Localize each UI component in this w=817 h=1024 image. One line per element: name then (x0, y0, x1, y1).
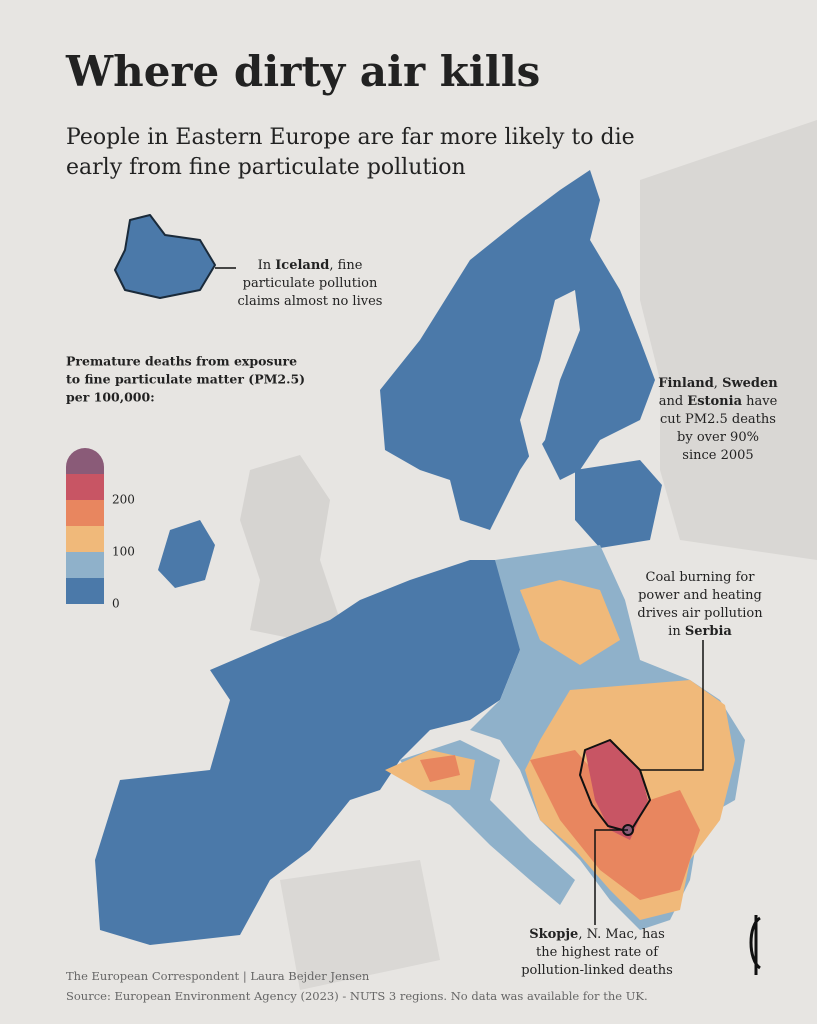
baltic-states (575, 460, 662, 548)
annotation-run: since 2005 (682, 448, 753, 463)
annotation-run: Serbia (685, 624, 733, 639)
annotation-run: , N. Mac, has (578, 927, 664, 942)
legend-swatch (66, 448, 104, 474)
annotation-run: and (659, 394, 688, 409)
annotation-run: have (742, 394, 778, 409)
annotation-run: Skopje (529, 927, 578, 942)
annotation-line: Coal burning for (646, 570, 756, 585)
annotation-line: in Serbia (668, 624, 732, 639)
annotation-run: power and heating (638, 588, 762, 603)
legend-swatch (66, 526, 104, 552)
legend-tick-label: 0 (112, 597, 120, 611)
legend-title: per 100,000: (66, 390, 155, 405)
annotation-line: particulate pollution (243, 276, 378, 291)
annotation-line: In Iceland, fine (258, 258, 363, 273)
po-valley-core (420, 755, 460, 782)
uk (240, 455, 340, 640)
annotation-run: Iceland (275, 258, 329, 273)
annotation-line: power and heating (638, 588, 762, 603)
annotation-line: drives air pollution (637, 606, 763, 621)
annotation-line: Finland, Sweden (658, 376, 778, 391)
annotation-line: the highest rate of (536, 945, 659, 960)
poland-hotspots (520, 580, 620, 665)
legend-tick-label: 200 (112, 493, 135, 507)
scandinavia (380, 170, 655, 530)
annotation-run: the highest rate of (536, 945, 659, 960)
leader-lines (215, 267, 704, 925)
legend-title: to fine particulate matter (PM2.5) (66, 372, 305, 387)
annotation-line: and Estonia have (659, 394, 778, 409)
annotation-run: Finland (658, 376, 714, 391)
legend-tick-label: 100 (112, 545, 135, 559)
annotation-run: Sweden (722, 376, 778, 391)
legend-swatch (66, 552, 104, 578)
annotation-run: drives air pollution (637, 606, 763, 621)
ireland (158, 520, 215, 588)
legend-swatch (66, 500, 104, 526)
annotation-run: in (668, 624, 685, 639)
subtitle: People in Eastern Europe are far more li… (66, 125, 635, 150)
western-europe (95, 560, 520, 945)
annotation-run: claims almost no lives (238, 294, 383, 309)
africa (280, 860, 440, 990)
legend-title: Premature deaths from exposure (66, 354, 297, 369)
footer: Source: European Environment Agency (202… (66, 989, 648, 1003)
annotation-line: claims almost no lives (238, 294, 383, 309)
serbia-fill (585, 740, 648, 840)
annotation-run: cut PM2.5 deaths (660, 412, 776, 427)
iceland (114, 214, 216, 299)
annotation-line: Skopje, N. Mac, has (529, 927, 665, 942)
annotation-line: by over 90% (677, 430, 759, 445)
subtitle: early from fine particulate pollution (66, 155, 466, 180)
legend-swatch (66, 474, 104, 500)
annotation-run: , (714, 376, 722, 391)
annotation-run: Coal burning for (646, 570, 756, 585)
annotation-line: since 2005 (682, 448, 753, 463)
annotation-line: pollution-linked deaths (521, 963, 673, 978)
map (95, 120, 817, 990)
annotation-line: cut PM2.5 deaths (660, 412, 776, 427)
logo (749, 915, 762, 975)
annotation-run: Estonia (687, 394, 742, 409)
legend-swatch (66, 578, 104, 604)
annotation-run: particulate pollution (243, 276, 378, 291)
annotation-run: In (258, 258, 276, 273)
annotation-run: pollution-linked deaths (521, 963, 673, 978)
title: Where dirty air kills (65, 47, 540, 96)
baltic-sea (520, 290, 580, 460)
footer: The European Correspondent | Laura Bejde… (66, 969, 370, 984)
annotation-run: by over 90% (677, 430, 759, 445)
annotation-run: , fine (329, 258, 362, 273)
russia (640, 120, 817, 560)
serbia-leader (640, 640, 704, 771)
skopje-leader (594, 829, 628, 925)
